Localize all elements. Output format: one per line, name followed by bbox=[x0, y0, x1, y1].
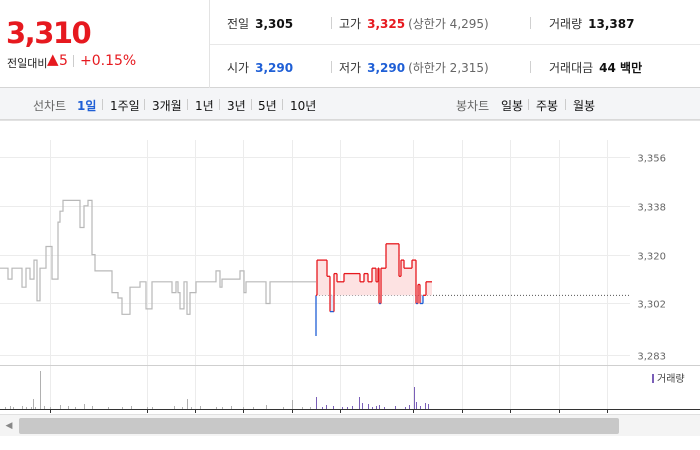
open-cell: 시가 3,290 bbox=[227, 59, 293, 76]
prev-close-value: 3,305 bbox=[255, 17, 294, 31]
open-label: 시가 bbox=[227, 61, 250, 75]
tab-3-months[interactable]: 3개월 bbox=[152, 99, 182, 113]
volume-legend-label: 거래량 bbox=[657, 373, 685, 385]
open-value: 3,290 bbox=[255, 61, 294, 75]
lower-limit: (하한가 2,315) bbox=[408, 61, 489, 75]
tab-divider bbox=[102, 99, 103, 110]
volume-value: 13,387 bbox=[588, 17, 635, 31]
prev-close-cell: 전일 3,305 bbox=[227, 15, 293, 32]
tab-divider bbox=[251, 99, 252, 110]
cell-divider bbox=[530, 61, 531, 73]
tab-1-week[interactable]: 1주일 bbox=[110, 99, 140, 113]
high-value: 3,325 bbox=[367, 17, 406, 31]
change-divider bbox=[73, 55, 74, 67]
row-divider bbox=[210, 44, 700, 45]
change-percent: +0.15% bbox=[80, 53, 137, 69]
prev-close-label: 전일 bbox=[227, 17, 250, 31]
tab-5-years[interactable]: 5년 bbox=[258, 99, 277, 113]
up-arrow-icon: ▲ bbox=[47, 50, 59, 68]
cell-divider bbox=[331, 61, 332, 73]
y-tick-label: 3,320 bbox=[637, 252, 666, 263]
tab-1-day[interactable]: 1일 bbox=[77, 99, 97, 113]
change-value: 5 bbox=[59, 53, 68, 69]
tab-3-years[interactable]: 3년 bbox=[227, 99, 246, 113]
tab-1-year[interactable]: 1년 bbox=[195, 99, 214, 113]
volume-label: 거래량 bbox=[549, 17, 583, 31]
low-value: 3,290 bbox=[367, 61, 406, 75]
current-price-panel: 3,310 전일대비 ▲ 5 +0.15% bbox=[0, 0, 210, 88]
volume-legend-swatch bbox=[652, 374, 654, 383]
cell-divider bbox=[331, 17, 332, 29]
tab-divider bbox=[187, 99, 188, 110]
tab-monthly-candle[interactable]: 월봉 bbox=[573, 99, 596, 113]
tab-divider bbox=[565, 99, 566, 110]
low-cell: 저가 3,290 (하한가 2,315) bbox=[339, 59, 489, 76]
volume-cell: 거래량 13,387 bbox=[549, 15, 634, 32]
today-up-area bbox=[316, 243, 432, 296]
high-label: 고가 bbox=[339, 17, 362, 31]
low-label: 저가 bbox=[339, 61, 362, 75]
tab-weekly-candle[interactable]: 주봉 bbox=[536, 99, 559, 113]
line-chart-label: 선차트 bbox=[33, 99, 67, 113]
tab-daily-candle[interactable]: 일봉 bbox=[501, 99, 524, 113]
scroll-thumb[interactable] bbox=[19, 418, 619, 434]
y-tick-label: 3,356 bbox=[637, 154, 666, 165]
tab-divider bbox=[144, 99, 145, 110]
cell-divider bbox=[530, 17, 531, 29]
tab-divider bbox=[219, 99, 220, 110]
scroll-left-icon[interactable]: ◀ bbox=[5, 421, 13, 431]
amount-cell: 거래대금 44 백만 bbox=[549, 59, 642, 76]
prev-day-price-line bbox=[0, 199, 316, 315]
tab-divider bbox=[528, 99, 529, 110]
y-tick-label: 3,338 bbox=[637, 203, 666, 214]
intraday-price-chart: 3,356 3,338 3,320 3,302 3,283 거래량 bbox=[0, 120, 700, 413]
quote-summary: 3,310 전일대비 ▲ 5 +0.15% 전일 3,305 고가 3,325 (상한… bbox=[0, 0, 700, 88]
change-label: 전일대비 bbox=[7, 57, 48, 70]
y-tick-label: 3,302 bbox=[637, 300, 666, 311]
high-cell: 고가 3,325 (상한가 4,295) bbox=[339, 15, 489, 32]
amount-value: 44 백만 bbox=[599, 61, 643, 75]
chart-scrollbar[interactable]: ◀ bbox=[0, 414, 700, 436]
tab-10-years[interactable]: 10년 bbox=[290, 99, 317, 113]
current-price: 3,310 bbox=[6, 16, 92, 50]
tab-divider bbox=[282, 99, 283, 110]
candle-chart-label: 봉차트 bbox=[456, 99, 490, 113]
y-tick-label: 3,283 bbox=[637, 352, 666, 363]
chart-period-tabs: 선차트 1일 1주일 3개월 1년 3년 5년 10년 봉차트 일봉 주봉 월봉 bbox=[0, 88, 700, 120]
upper-limit: (상한가 4,295) bbox=[408, 17, 489, 31]
amount-label: 거래대금 bbox=[549, 61, 594, 75]
